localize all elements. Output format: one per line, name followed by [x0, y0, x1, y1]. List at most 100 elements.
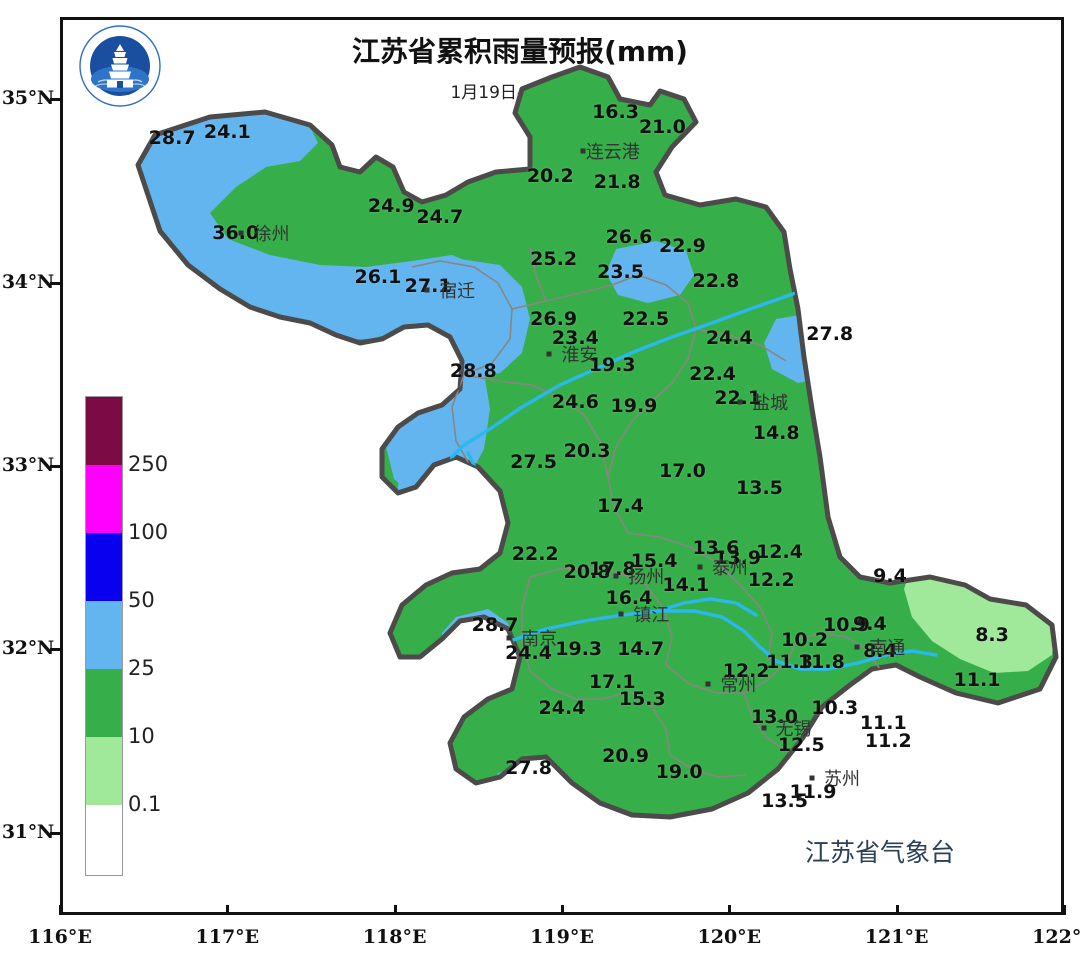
city-marker-dot	[854, 644, 860, 650]
city-name-label: 常州	[720, 675, 757, 697]
rainfall-value-label: 26.1	[354, 266, 402, 289]
rainfall-value-label: 15.4	[630, 550, 678, 573]
rainfall-value-label: 24.4	[538, 696, 586, 719]
rainfall-value-label: 17.1	[588, 671, 636, 694]
rainfall-value-label: 11.9	[789, 781, 837, 804]
rainfall-value-label: 23.4	[551, 326, 599, 349]
rainfall-value-label: 8.3	[975, 623, 1009, 646]
rainfall-value-label: 12.2	[747, 568, 795, 591]
city-marker-dot	[546, 351, 552, 357]
rainfall-value-label: 12.5	[777, 733, 825, 756]
city-marker-dot	[238, 230, 244, 236]
rainfall-value-label: 24.1	[203, 121, 251, 144]
rainfall-value-label: 27.8	[806, 323, 854, 346]
rainfall-value-label: 14.8	[752, 422, 800, 444]
rainfall-value-label: 13.5	[761, 790, 808, 813]
page-title: 江苏省累积雨量预报(mm)	[352, 35, 688, 68]
rainfall-value-label: 24.9	[367, 194, 415, 217]
rainfall-value-label: 20.2	[526, 165, 574, 188]
x-axis-tick-label: 121°E	[864, 926, 929, 948]
rainfall-value-label: 21.0	[638, 115, 686, 138]
rainfall-value-label: 13.6	[692, 537, 740, 560]
city-marker-dot	[506, 635, 512, 641]
y-axis-tick-label: 32°N	[1, 637, 54, 660]
jiangsu-meteorological-bureau-logo	[78, 24, 162, 108]
rainfall-value-label: 13.9	[714, 546, 762, 569]
x-axis-tick-label: 119°E	[530, 926, 594, 948]
rainfall-value-label: 17.8	[588, 557, 636, 580]
city-name-label: 南通	[869, 638, 906, 660]
rainfall-value-label: 28.8	[449, 359, 497, 382]
rainfall-value-label: 20.3	[563, 440, 611, 463]
rainfall-value-label: 22.1	[714, 387, 762, 410]
city-marker-dot	[737, 399, 743, 405]
legend-threshold-label: 25	[128, 656, 155, 680]
x-axis-tick-label: 120°E	[697, 926, 762, 948]
x-axis-tick-mark	[1063, 905, 1066, 915]
attribution-text: 江苏省气象台	[804, 838, 956, 867]
legend-band	[86, 601, 122, 669]
rainfall-value-label: 22.4	[689, 363, 737, 386]
rainfall-value-label: 19.9	[610, 394, 658, 417]
y-axis-tick-label: 31°N	[1, 820, 54, 843]
city-name-label: 泰州	[711, 557, 748, 579]
rainfall-value-label: 16.3	[592, 101, 639, 124]
legend-band	[86, 465, 122, 533]
rainfall-value-label: 16.4	[605, 586, 653, 609]
rainfall-value-label: 25.2	[530, 247, 578, 270]
city-name-label: 苏州	[824, 768, 861, 790]
legend-band	[86, 669, 122, 737]
rainfall-value-label: 22.8	[692, 269, 740, 292]
y-axis-tick-label: 34°N	[1, 270, 54, 293]
rainfall-value-label: 17.0	[659, 460, 706, 483]
city-name-label: 扬州	[628, 566, 665, 588]
rainfall-value-label: 22.5	[622, 308, 670, 331]
rainfall-value-label: 24.6	[551, 390, 599, 413]
rainfall-value-label: 15.3	[618, 687, 666, 710]
x-axis-tick-label: 118°E	[362, 926, 427, 948]
y-axis-tick-mark	[50, 648, 60, 652]
x-axis-tick-mark	[393, 905, 397, 915]
rainfall-value-label: 8.4	[863, 640, 897, 663]
rainfall-value-label: 19.0	[655, 761, 703, 784]
rainfall-value-label: 22.9	[659, 235, 706, 258]
y-axis-tick-label: 35°N	[1, 87, 54, 110]
rainfall-value-label: 23.5	[597, 260, 645, 283]
rainfall-value-label: 24.4	[705, 326, 753, 349]
x-axis-tick-label: 116°E	[28, 926, 92, 948]
city-name-label: 连云港	[585, 141, 640, 163]
x-axis-tick-mark	[728, 905, 732, 915]
x-axis-tick-label: 122°E	[1032, 926, 1080, 948]
x-axis-tick-mark	[895, 905, 899, 915]
city-name-label: 宿迁	[439, 281, 476, 303]
rainfall-value-label: 26.6	[605, 225, 653, 248]
city-marker-dot	[618, 611, 624, 617]
city-marker-dot	[580, 148, 586, 154]
rainfall-value-label: 28.7	[471, 614, 519, 637]
rainfall-value-label: 20.8	[563, 561, 611, 584]
city-name-label: 无锡	[775, 719, 812, 741]
rainfall-value-label: 9.4	[853, 612, 887, 635]
y-axis-tick-mark	[50, 98, 60, 102]
city-marker-dot	[761, 725, 767, 731]
city-name-label: 淮安	[561, 345, 598, 367]
rainfall-value-label: 27.5	[510, 451, 557, 474]
rainfall-value-label: 19.3	[588, 354, 636, 377]
x-axis-tick-mark	[226, 905, 230, 915]
rainfall-value-label: 22.2	[511, 542, 559, 565]
rainfall-value-label: 24.4	[505, 641, 552, 664]
rainfall-value-label: 12.4	[756, 541, 803, 564]
rainfall-value-label: 9.4	[873, 564, 907, 587]
city-marker-dot	[705, 681, 711, 687]
rainfall-value-label: 10.9	[823, 614, 870, 637]
x-axis-tick-mark	[59, 905, 62, 915]
rainfall-value-label: 21.8	[593, 170, 641, 193]
y-axis-tick-mark	[50, 465, 60, 468]
city-name-label: 盐城	[752, 392, 789, 414]
legend-threshold-label: 50	[128, 588, 155, 612]
rainfall-value-label: 28.7	[148, 126, 196, 149]
legend-band	[86, 533, 122, 601]
rainfall-value-label: 14.7	[617, 638, 665, 661]
rainfall-legend	[85, 396, 123, 876]
city-name-label: 南京	[521, 629, 558, 651]
